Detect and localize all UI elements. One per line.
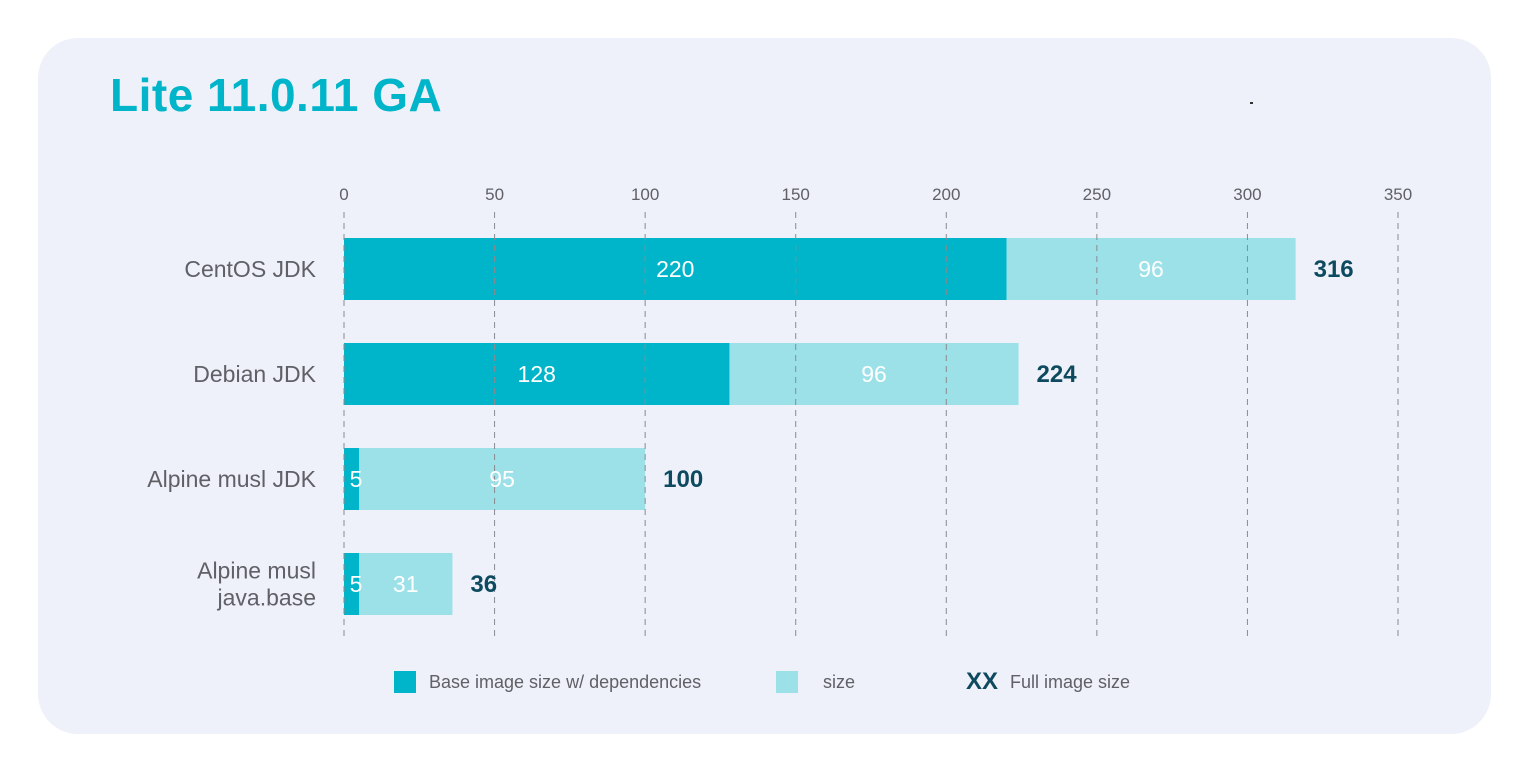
- category-label: Debian JDK: [193, 361, 316, 387]
- data-label-size: 96: [861, 361, 887, 387]
- data-label-base: 5: [350, 466, 363, 492]
- data-label-base: 128: [518, 361, 556, 387]
- data-label-total: 316: [1314, 256, 1354, 283]
- x-tick-label: 150: [782, 185, 810, 204]
- legend-item-full: XX Full image size: [966, 668, 1131, 695]
- data-label-base: 220: [656, 256, 694, 282]
- data-label-total: 100: [663, 466, 703, 493]
- x-tick-label: 200: [932, 185, 960, 204]
- data-label-total: 224: [1037, 361, 1078, 388]
- bar-segment-base: [344, 343, 730, 405]
- legend-label-base: Base image size w/ dependencies: [429, 671, 702, 692]
- bar-segment-base: [344, 238, 1007, 300]
- x-tick-label: 300: [1233, 185, 1261, 204]
- legend-item-size: size: [776, 670, 855, 694]
- legend-marker-full: XX: [966, 668, 999, 695]
- legend-label-full: Full image size: [1010, 671, 1131, 692]
- data-label-size: 95: [489, 466, 515, 492]
- data-label-base: 5: [350, 571, 363, 597]
- x-tick-label: 50: [485, 185, 504, 204]
- legend-item-base: Base image size w/ dependencies: [394, 670, 701, 694]
- x-tick-label: 100: [631, 185, 659, 204]
- x-tick-label: 350: [1384, 185, 1412, 204]
- x-tick-label: 250: [1083, 185, 1111, 204]
- data-label-size: 31: [393, 571, 419, 597]
- category-label: Alpine musl: [197, 558, 316, 584]
- bar-segment-size: [729, 343, 1019, 405]
- chart-title: Lite 11.0.11 GA: [110, 69, 443, 121]
- category-label: CentOS JDK: [184, 256, 316, 282]
- legend-swatch-size: [776, 671, 798, 693]
- category-label: java.base: [217, 585, 316, 611]
- category-label: Alpine musl JDK: [147, 466, 316, 492]
- stray-mark: [1250, 102, 1253, 104]
- data-label-size: 96: [1138, 256, 1164, 282]
- bar-segment-size: [359, 448, 646, 510]
- x-tick-label: 0: [339, 185, 348, 204]
- legend-swatch-base: [394, 671, 416, 693]
- data-label-total: 36: [470, 571, 497, 598]
- bar-segment-size: [359, 553, 453, 615]
- legend-label-size: size: [823, 671, 856, 692]
